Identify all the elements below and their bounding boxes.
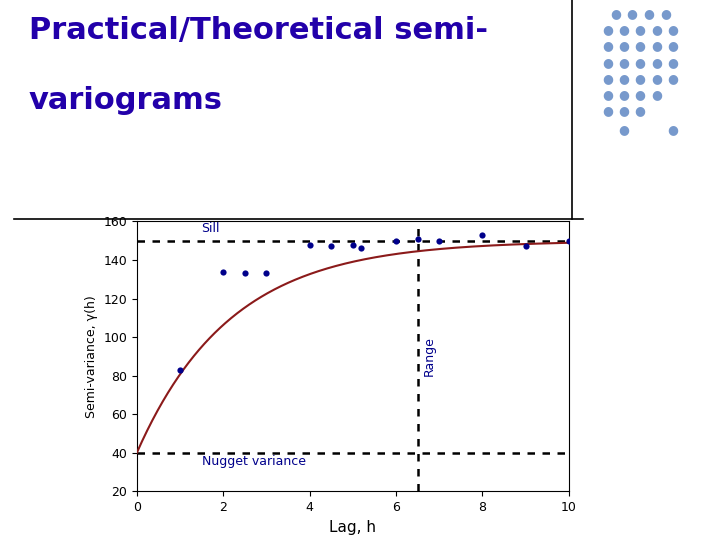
Text: ●: ● — [618, 23, 629, 36]
Text: ●: ● — [618, 56, 629, 69]
X-axis label: Lag, h: Lag, h — [329, 519, 377, 535]
Text: ●: ● — [602, 72, 613, 85]
Text: ●: ● — [634, 23, 646, 36]
Text: ●: ● — [634, 56, 646, 69]
Point — [174, 366, 186, 374]
Text: ●: ● — [660, 7, 671, 20]
Point — [433, 237, 445, 245]
Text: ●: ● — [651, 72, 662, 85]
Text: ●: ● — [618, 123, 629, 136]
Text: ●: ● — [618, 39, 629, 52]
Point — [563, 237, 575, 245]
Text: ●: ● — [667, 72, 679, 85]
Point — [325, 242, 337, 251]
Text: ●: ● — [667, 23, 679, 36]
Text: variograms: variograms — [29, 86, 222, 116]
Text: ●: ● — [602, 88, 613, 101]
Point — [477, 231, 488, 239]
Text: ●: ● — [643, 7, 654, 20]
Text: ●: ● — [610, 7, 621, 20]
Text: Range: Range — [423, 336, 436, 376]
Text: ●: ● — [602, 23, 613, 36]
Text: Sill: Sill — [202, 222, 220, 235]
Text: ●: ● — [618, 104, 629, 117]
Text: ●: ● — [618, 72, 629, 85]
Point — [356, 244, 367, 253]
Text: ●: ● — [618, 88, 629, 101]
Text: ●: ● — [651, 56, 662, 69]
Text: ●: ● — [602, 56, 613, 69]
Text: ●: ● — [667, 123, 679, 136]
Text: ●: ● — [651, 88, 662, 101]
Text: Practical/Theoretical semi-: Practical/Theoretical semi- — [29, 16, 488, 45]
Text: ●: ● — [667, 56, 679, 69]
Y-axis label: Semi-variance, γ(h): Semi-variance, γ(h) — [85, 295, 98, 418]
Text: ●: ● — [667, 39, 679, 52]
Text: ●: ● — [651, 23, 662, 36]
Point — [261, 269, 272, 278]
Text: ●: ● — [626, 7, 638, 20]
Point — [239, 269, 251, 278]
Text: ●: ● — [602, 104, 613, 117]
Point — [347, 240, 359, 249]
Text: ●: ● — [651, 39, 662, 52]
Text: ●: ● — [634, 88, 646, 101]
Point — [520, 242, 531, 251]
Point — [217, 267, 229, 276]
Text: ●: ● — [634, 72, 646, 85]
Point — [304, 240, 315, 249]
Point — [390, 237, 402, 245]
Point — [412, 234, 423, 243]
Text: Nugget variance: Nugget variance — [202, 455, 305, 468]
Text: ●: ● — [634, 39, 646, 52]
Text: ●: ● — [602, 39, 613, 52]
Text: ●: ● — [634, 104, 646, 117]
